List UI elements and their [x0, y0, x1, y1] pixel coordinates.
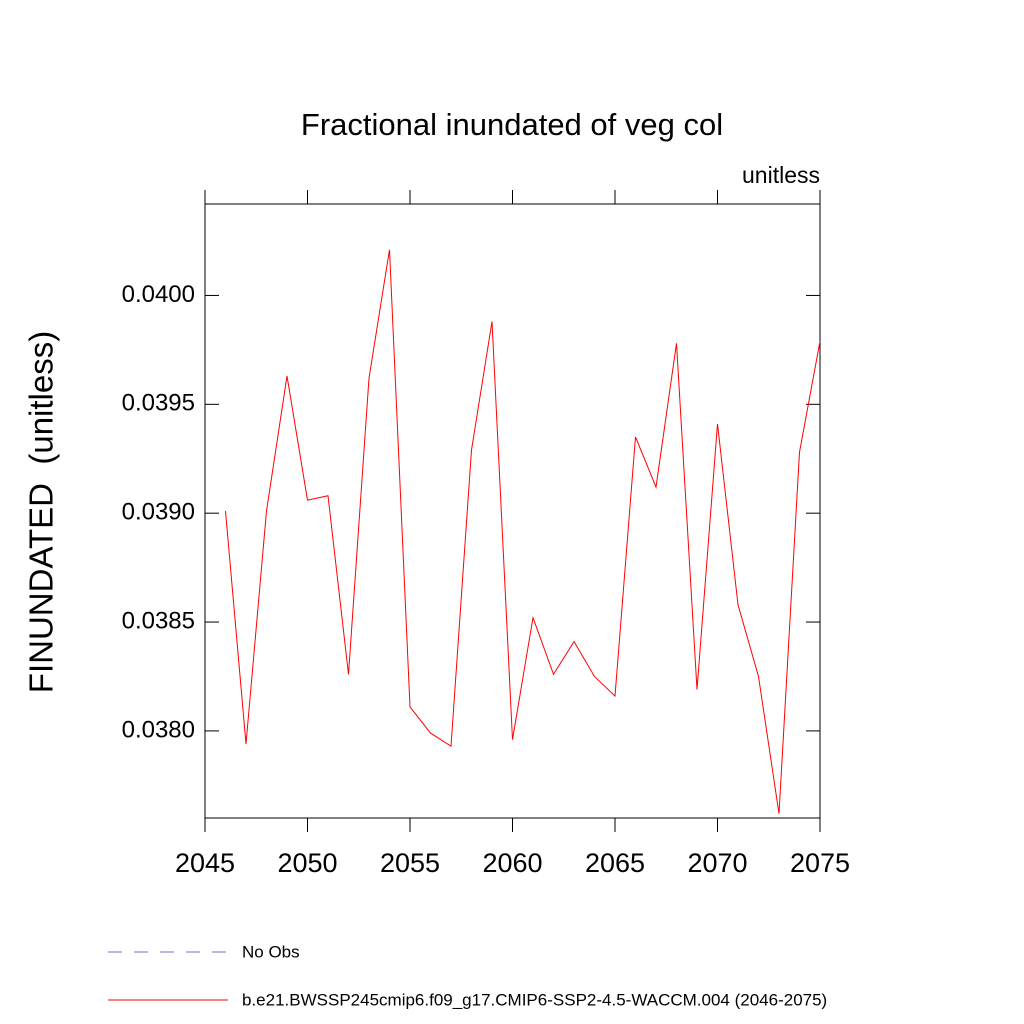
x-tick-label: 2045 — [175, 848, 235, 878]
x-tick-label: 2075 — [790, 848, 850, 878]
data-line — [225, 249, 821, 814]
y-tick-label: 0.0400 — [122, 281, 195, 308]
x-tick-label: 2055 — [380, 848, 440, 878]
x-tick-label: 2060 — [482, 848, 542, 878]
x-tick-label: 2070 — [687, 848, 747, 878]
chart-title: Fractional inundated of veg col — [301, 107, 723, 142]
legend-label: No Obs — [242, 942, 300, 961]
y-axis-label: FINUNDATED (unitless) — [23, 331, 60, 693]
units-label: unitless — [742, 162, 820, 188]
legend-label: b.e21.BWSSP245cmip6.f09_g17.CMIP6-SSP2-4… — [242, 990, 827, 1009]
y-tick-label: 0.0390 — [122, 499, 195, 526]
x-tick-label: 2050 — [277, 848, 337, 878]
y-tick-label: 0.0380 — [122, 716, 195, 743]
y-tick-label: 0.0395 — [122, 390, 195, 417]
y-tick-label: 0.0385 — [122, 607, 195, 634]
x-tick-label: 2065 — [585, 848, 645, 878]
